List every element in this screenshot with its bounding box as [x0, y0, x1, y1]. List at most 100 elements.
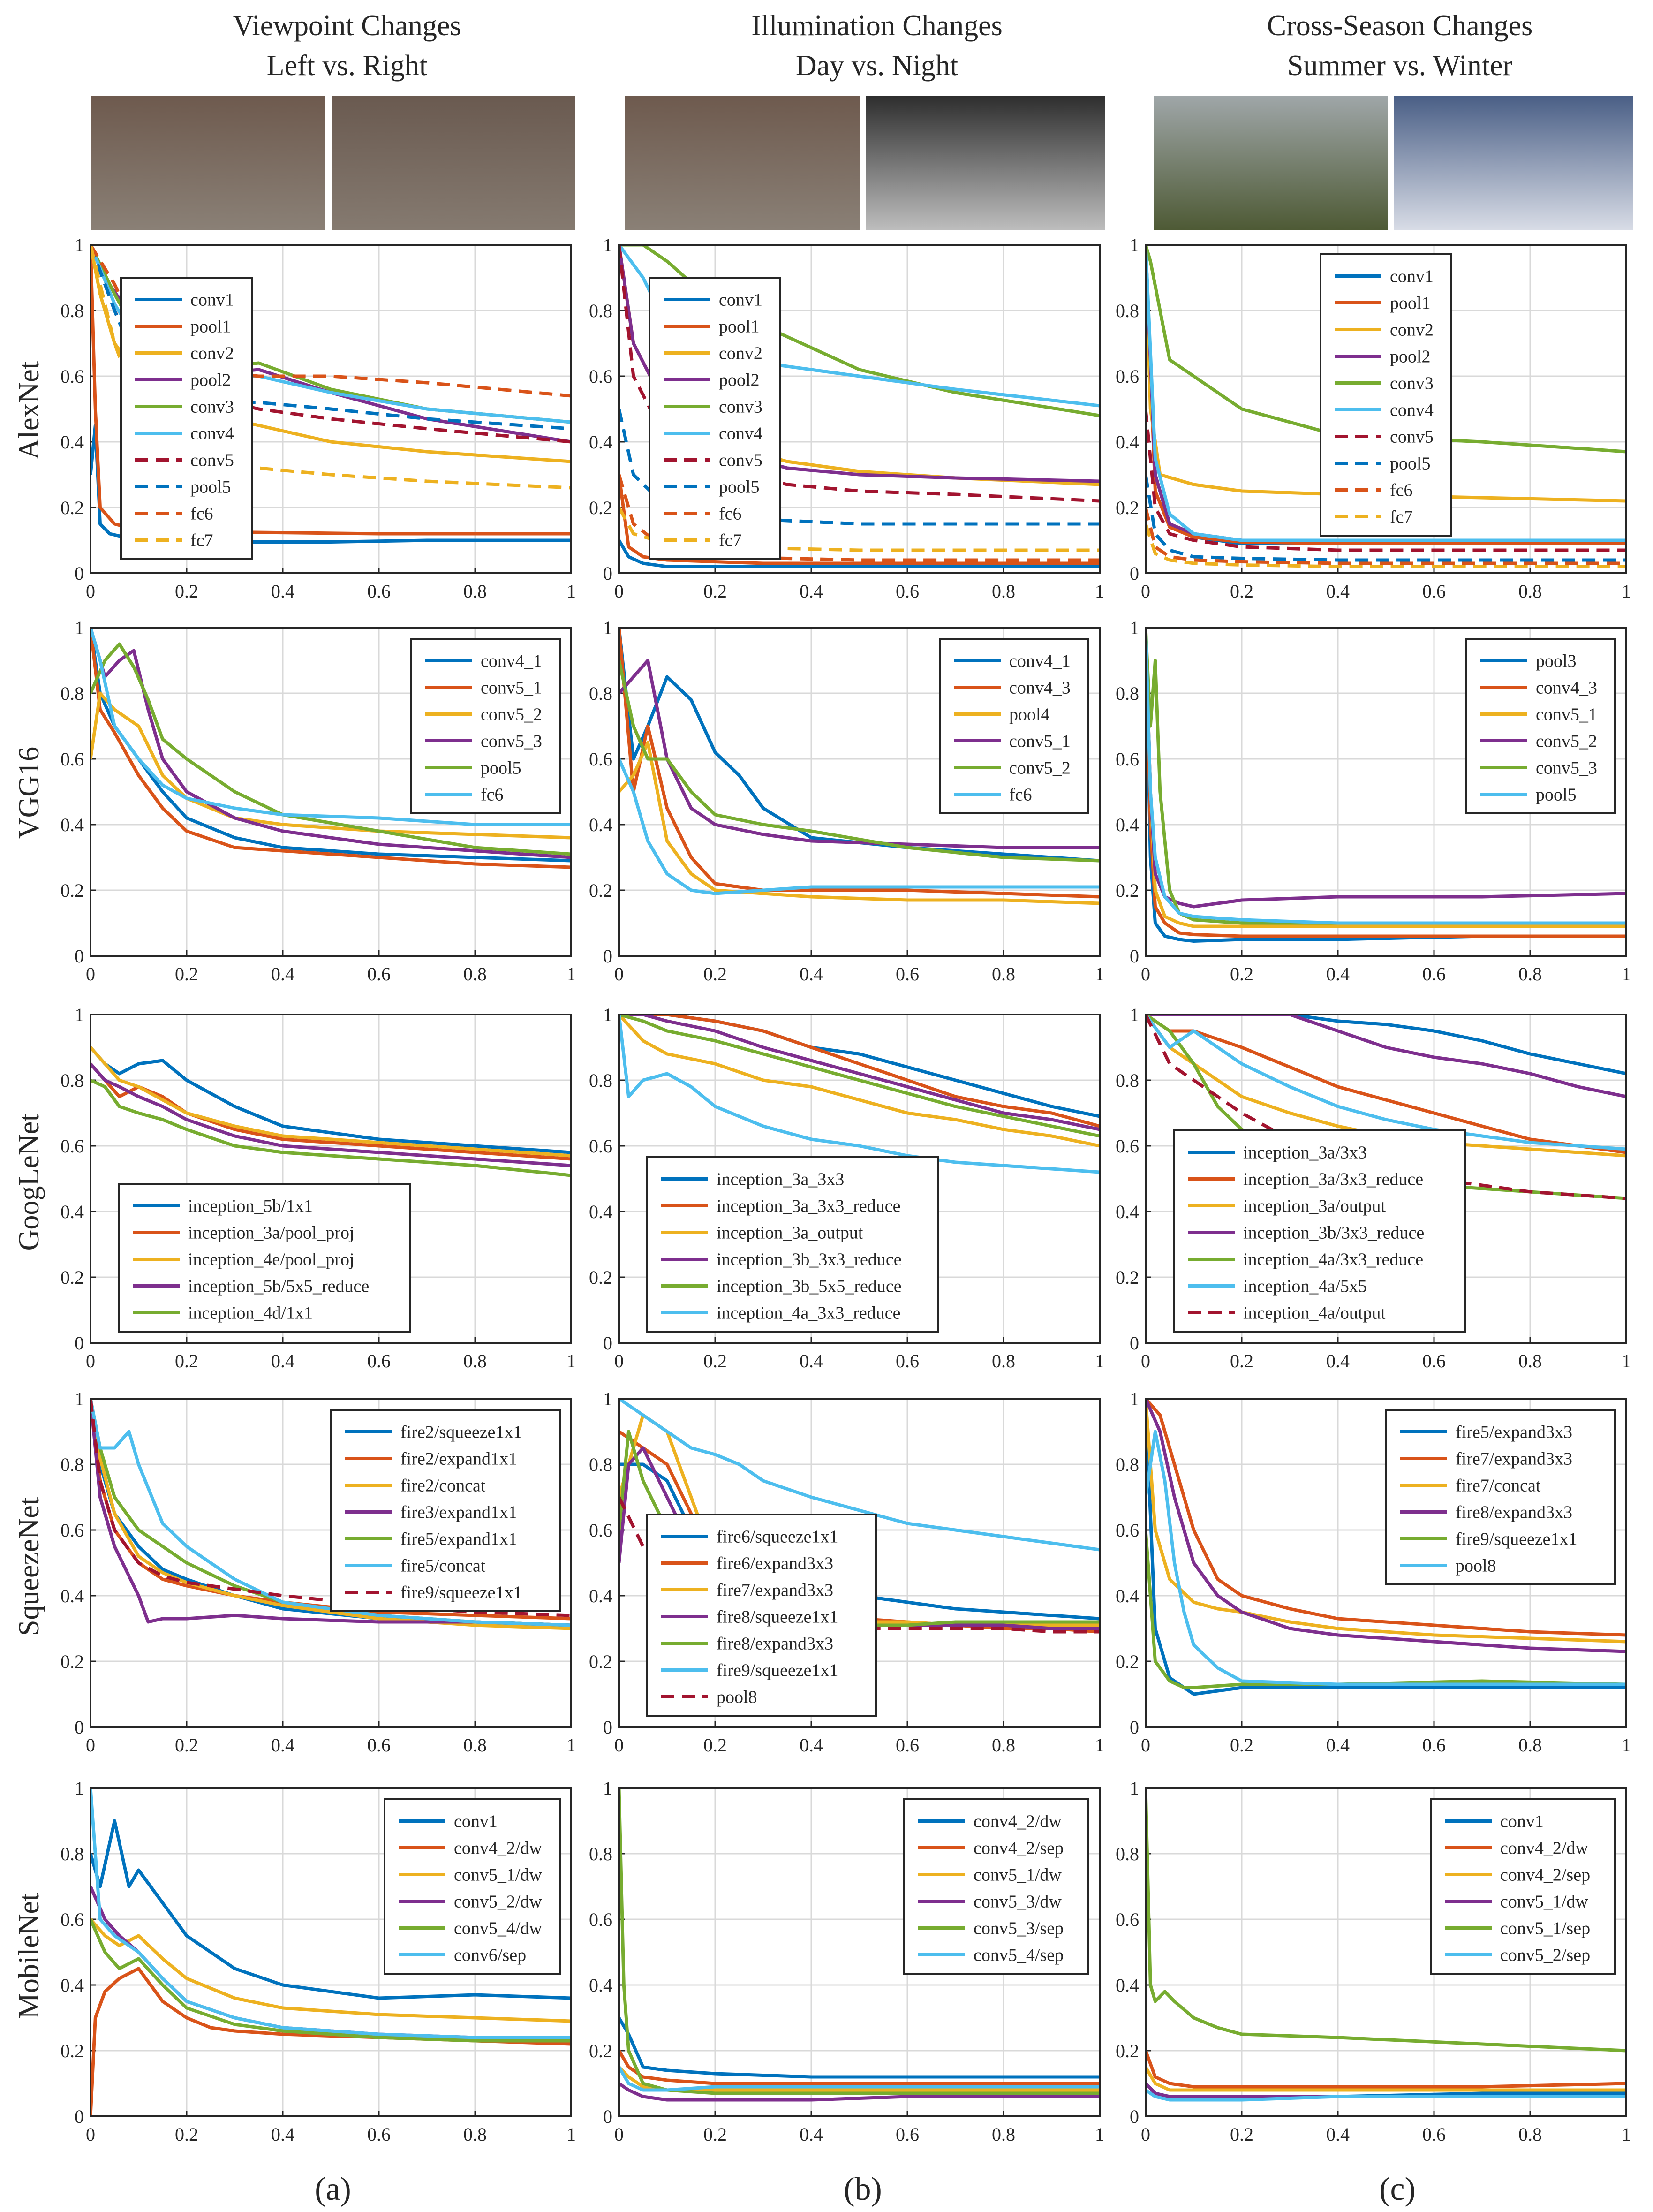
chart-mobilenet-illumination-changes: 0 0.2 0.4 0.6 0.8 1 0 0.2 0.4 0.6 0.8 1 conv4_2/dwco… [589, 1778, 1104, 2145]
y-tick-label: 0.4 [1116, 1585, 1139, 1606]
x-tick-label: 0.6 [367, 963, 391, 985]
y-tick-label: 0 [75, 563, 84, 584]
y-tick-label: 0 [603, 946, 612, 967]
y-tick-label: 1 [603, 1388, 612, 1409]
legend-label-pool5: pool5 [190, 477, 231, 497]
legend-label-inception-3a-3x3-reduce: inception_3a/3x3_reduce [1243, 1170, 1423, 1189]
legend-label-conv5-3-sep: conv5_3/sep [974, 1919, 1064, 1939]
legend-label-fc7: fc7 [190, 531, 213, 551]
x-tick-label: 0.4 [800, 2124, 823, 2145]
right-view-photo [332, 96, 575, 230]
plot-frame [1145, 1014, 1627, 1344]
legend: fire5/expand3x3 fire7/expand3x3 fire7/conc… [1385, 1409, 1616, 1585]
series-line-conv4 [1146, 245, 1626, 542]
x-tick-label: 0.8 [1518, 1735, 1542, 1756]
chart-alexnet-viewpoint-changes: 0 0.2 0.4 0.6 0.8 100.20.40.60.81conv1pool1co… [60, 235, 576, 602]
x-tick-label: 0.8 [992, 1350, 1015, 1371]
series-line-inception-5b-5x5-reduce [91, 1062, 571, 1167]
legend-label-fire2-squeeze1x1: fire2/squeeze1x1 [400, 1423, 522, 1442]
y-tick-label: 0.4 [60, 814, 84, 835]
y-tick-label: 0 [603, 563, 612, 584]
legend-label-pool5: pool5 [1536, 785, 1577, 805]
chart-googlenet-cross-season-changes: 0 0.2 0.4 0.6 0.8 1 0 0.2 0.4 0.6 0.8 1 inception_3a… [1116, 1004, 1631, 1371]
y-tick-label: 0.8 [60, 1843, 84, 1864]
x-tick-label: 0 [614, 1735, 624, 1756]
legend-label-conv1: conv1 [454, 1812, 498, 1832]
series-line-conv5-4-sep [619, 2066, 1100, 2092]
legend-label-conv4-2-dw: conv4_2/dw [1500, 1839, 1588, 1858]
x-tick-label: 0.8 [1518, 1350, 1542, 1371]
legend-box [646, 1156, 939, 1333]
y-tick-label: 0.8 [60, 300, 84, 321]
legend-label-conv4-3: conv4_3 [1536, 678, 1597, 698]
legend-label-conv3: conv3 [719, 397, 762, 417]
legend-box [1385, 1409, 1616, 1585]
legend-label-conv5-2-sep: conv5_2/sep [1500, 1946, 1590, 1965]
series-line-inception-3a-3x3-reduce [1146, 1015, 1626, 1154]
y-tick-label: 0.8 [1116, 683, 1139, 704]
panel-label-a: (a) [315, 2171, 351, 2207]
y-tick-label: 0.4 [1116, 432, 1139, 453]
series-line-fire3-expand1x1 [91, 1399, 571, 1627]
chart-vgg16-illumination-changes: 0 0.2 0.4 0.6 0.8 100.20.40.60.81conv4_1conv4… [589, 617, 1104, 985]
x-tick-label: 0.8 [463, 1350, 487, 1371]
x-tick-label: 0.8 [992, 2124, 1015, 2145]
legend-label-inception-3b-3x3-reduce: inception_3b_3x3_reduce [717, 1250, 902, 1270]
y-tick-label: 0 [75, 946, 84, 967]
x-tick-label: 0.6 [367, 1735, 391, 1756]
chart-mobilenet-cross-season-changes: 0 0.2 0.4 0.6 0.8 1 0 0.2 0.4 0.6 0.8 1 conv1 conv4_2… [1116, 1778, 1631, 2145]
y-tick-label: 0.6 [60, 366, 84, 387]
x-tick-label: 0 [86, 581, 95, 602]
row-label-googlenet: GoogLeNet [13, 1114, 45, 1251]
legend-label-fc6: fc6 [190, 504, 213, 524]
y-tick-label: 0.8 [1116, 1454, 1139, 1475]
x-tick-label: 0 [86, 963, 95, 985]
x-tick-label: 0.8 [463, 581, 487, 602]
charts: 0 0.2 0.4 0.6 0.8 100.20.40.60.81conv1pool1co… [60, 235, 1631, 2145]
x-tick-label: 0 [614, 1350, 624, 1371]
series-line-conv5-2 [619, 660, 1100, 863]
legend-box [120, 277, 253, 560]
x-tick-label: 0.8 [1518, 2124, 1542, 2145]
legend-label-conv5-1: conv5_1 [1536, 705, 1597, 725]
y-tick-label: 0 [1130, 1717, 1139, 1738]
legend-label-conv3: conv3 [1390, 374, 1434, 394]
series-group [1146, 1788, 1626, 2102]
legend-label-fire5-expand3x3: fire5/expand3x3 [1456, 1423, 1572, 1442]
legend-label-pool8: pool8 [1456, 1556, 1496, 1576]
series-line-inception-4a-5x5 [1146, 1015, 1626, 1151]
x-tick-label: 1 [1095, 2124, 1104, 2145]
legend-label-conv5: conv5 [1390, 427, 1434, 447]
y-tick-label: 0.4 [1116, 1975, 1139, 1996]
y-tick-label: 1 [603, 235, 612, 256]
plot-frame [90, 1014, 572, 1344]
legend: conv1 pool1 conv2 pool2 conv3 conv4 conv5 pool5… [120, 277, 253, 560]
series-line-conv4-2-sep [619, 2050, 1100, 2085]
series-line-pool5 [1146, 474, 1626, 562]
x-tick-label: 0 [86, 1350, 95, 1371]
y-tick-label: 0.4 [589, 814, 612, 835]
x-tick-label: 0.8 [1518, 963, 1542, 985]
series-line-conv5-3-dw [619, 2082, 1100, 2102]
plot-frame [618, 627, 1101, 957]
x-tick-label: 0.8 [463, 2124, 487, 2145]
legend: conv4_2/dw conv4_2/sep conv5_1/dw conv5_3/d… [903, 1798, 1089, 1975]
x-tick-label: 0.6 [1422, 581, 1446, 602]
legend-label-conv3: conv3 [190, 397, 234, 417]
x-tick-label: 1 [566, 1350, 576, 1371]
y-tick-label: 0.2 [589, 1651, 612, 1672]
y-tick-label: 0 [1130, 2106, 1139, 2127]
x-tick-label: 1 [1095, 1735, 1104, 1756]
x-tick-label: 0 [1141, 1350, 1150, 1371]
x-tick-label: 0.2 [175, 2124, 198, 2145]
legend-label-conv5: conv5 [190, 451, 234, 470]
series-line-conv5-1 [619, 659, 1100, 849]
x-tick-label: 1 [1095, 1350, 1104, 1371]
legend: conv4_1 conv4_3 pool4 conv5_1 conv5_2 fc6 [939, 638, 1089, 814]
series-line-conv5-2-sep [1146, 2089, 1626, 2102]
y-tick-label: 1 [1130, 235, 1139, 256]
series-line-conv4-2-sep [1146, 2066, 1626, 2092]
y-tick-label: 0.6 [589, 1520, 612, 1541]
y-tick-label: 0.2 [1116, 1651, 1139, 1672]
y-tick-label: 0 [1130, 563, 1139, 584]
